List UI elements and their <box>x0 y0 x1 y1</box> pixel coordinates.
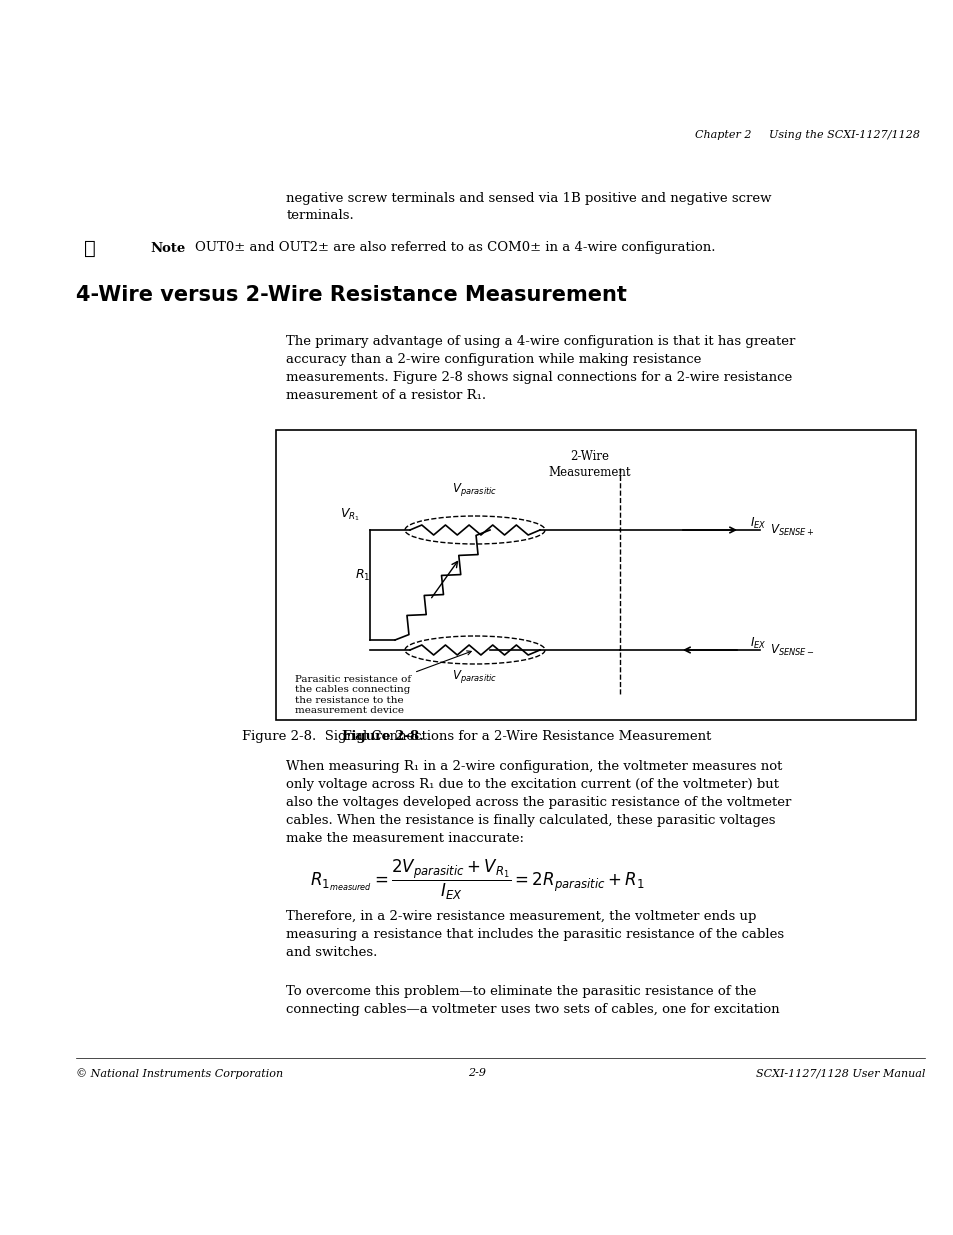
Text: $V_{parasitic}$: $V_{parasitic}$ <box>452 480 497 498</box>
Text: To overcome this problem—to eliminate the parasitic resistance of the
connecting: To overcome this problem—to eliminate th… <box>286 986 779 1016</box>
Text: $R_1$: $R_1$ <box>355 567 370 583</box>
Text: 📋: 📋 <box>84 238 95 258</box>
Text: When measuring R₁ in a 2-wire configuration, the voltmeter measures not
only vol: When measuring R₁ in a 2-wire configurat… <box>286 760 791 845</box>
Text: 2-9: 2-9 <box>468 1068 485 1078</box>
Text: Note: Note <box>150 242 185 254</box>
Text: The primary advantage of using a 4-wire configuration is that it has greater
acc: The primary advantage of using a 4-wire … <box>286 335 795 403</box>
Text: negative screw terminals and sensed via 1B positive and negative screw
terminals: negative screw terminals and sensed via … <box>286 191 771 222</box>
Text: $V_{SENSE+}$: $V_{SENSE+}$ <box>769 522 814 537</box>
Text: $R_{1_{measured}} = \dfrac{2V_{parasitic} + V_{R_1}}{I_{EX}} = 2R_{parasitic} + : $R_{1_{measured}} = \dfrac{2V_{parasitic… <box>309 858 644 902</box>
Text: $V_{R_1}$: $V_{R_1}$ <box>339 506 359 524</box>
Text: OUT0± and OUT2± are also referred to as COM0± in a 4-wire configuration.: OUT0± and OUT2± are also referred to as … <box>194 242 715 254</box>
Text: Parasitic resistance of
the cables connecting
the resistance to the
measurement : Parasitic resistance of the cables conne… <box>294 651 471 715</box>
Text: 4-Wire versus 2-Wire Resistance Measurement: 4-Wire versus 2-Wire Resistance Measurem… <box>76 285 626 305</box>
Text: Figure 2-8.  Signal Connections for a 2-Wire Resistance Measurement: Figure 2-8. Signal Connections for a 2-W… <box>242 730 711 743</box>
Text: Chapter 2     Using the SCXI-1127/1128: Chapter 2 Using the SCXI-1127/1128 <box>695 130 919 140</box>
Text: $V_{parasitic}$: $V_{parasitic}$ <box>452 668 497 685</box>
Text: © National Instruments Corporation: © National Instruments Corporation <box>76 1068 283 1079</box>
Text: Therefore, in a 2-wire resistance measurement, the voltmeter ends up
measuring a: Therefore, in a 2-wire resistance measur… <box>286 910 783 960</box>
Text: $V_{SENSE-}$: $V_{SENSE-}$ <box>769 642 814 657</box>
FancyBboxPatch shape <box>276 430 915 720</box>
Text: Figure 2-8.: Figure 2-8. <box>341 730 423 743</box>
Text: $I_{EX}$: $I_{EX}$ <box>749 515 765 531</box>
Text: SCXI-1127/1128 User Manual: SCXI-1127/1128 User Manual <box>755 1068 924 1078</box>
Text: 2-Wire
Measurement: 2-Wire Measurement <box>548 450 631 479</box>
Text: $I_{EX}$: $I_{EX}$ <box>749 636 765 651</box>
